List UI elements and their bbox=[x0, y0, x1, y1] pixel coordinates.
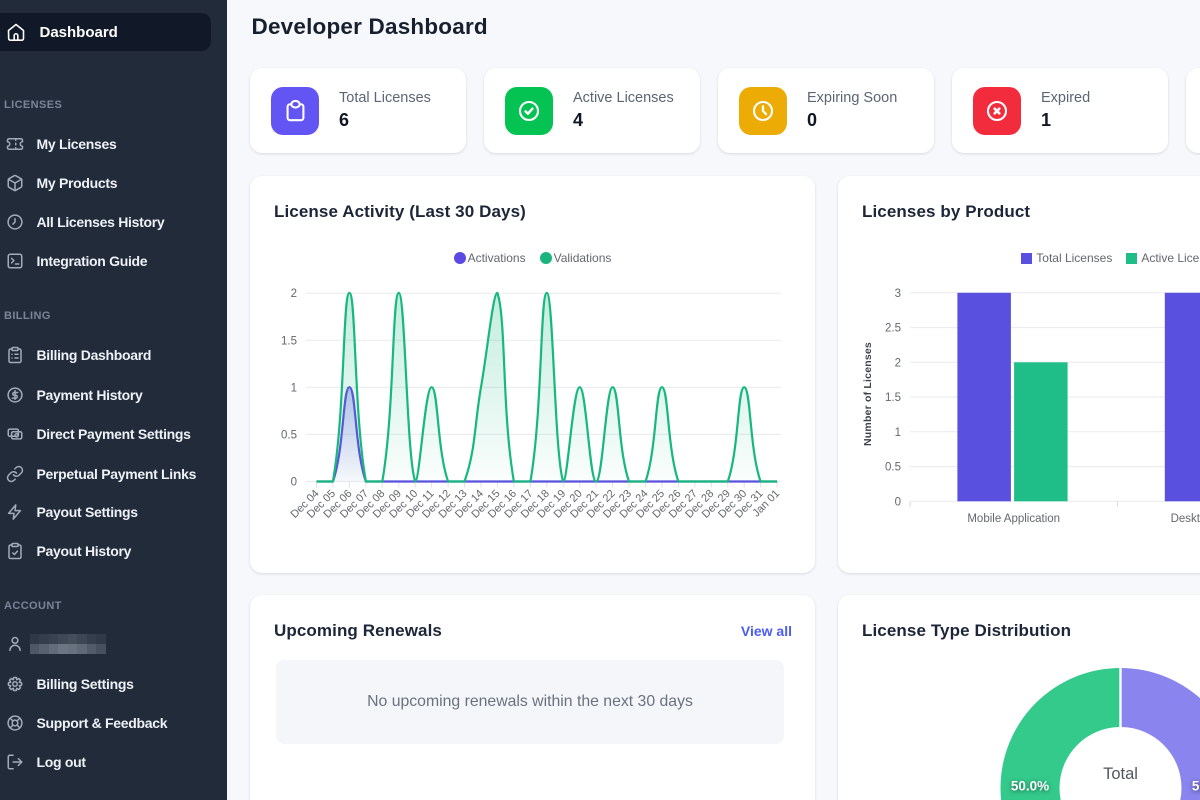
svg-text:2: 2 bbox=[895, 357, 901, 369]
svg-text:1: 1 bbox=[895, 427, 901, 439]
svg-text:0: 0 bbox=[291, 477, 297, 489]
svg-text:1.5: 1.5 bbox=[281, 335, 297, 347]
svg-text:2: 2 bbox=[291, 288, 297, 300]
svg-text:Total: Total bbox=[1103, 765, 1138, 783]
svg-text:Number of Licenses: Number of Licenses bbox=[862, 342, 874, 446]
svg-text:2.5: 2.5 bbox=[885, 323, 901, 335]
svg-text:50.0%: 50.0% bbox=[1192, 779, 1200, 794]
svg-text:0: 0 bbox=[895, 496, 901, 508]
svg-text:3: 3 bbox=[895, 288, 901, 300]
svg-text:Desktop Application: Desktop Application bbox=[1171, 513, 1200, 525]
svg-text:0.5: 0.5 bbox=[885, 462, 901, 474]
svg-text:0.5: 0.5 bbox=[281, 429, 297, 441]
svg-text:50.0%: 50.0% bbox=[1011, 779, 1049, 794]
svg-text:Mobile Application: Mobile Application bbox=[967, 513, 1060, 525]
svg-text:1: 1 bbox=[291, 382, 297, 394]
svg-text:1.5: 1.5 bbox=[885, 392, 901, 404]
